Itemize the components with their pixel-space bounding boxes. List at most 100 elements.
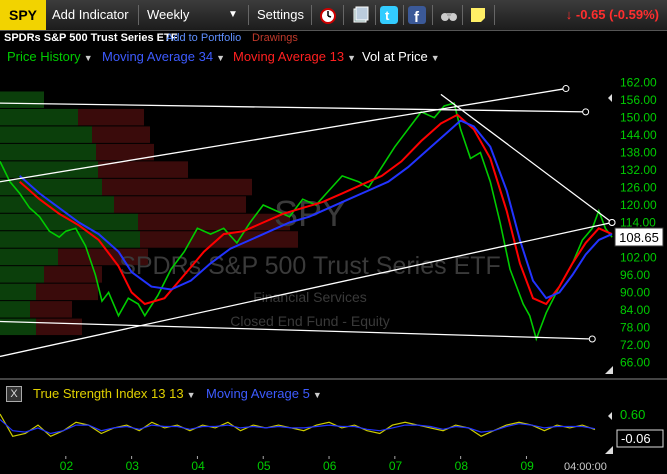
trendlines[interactable] (0, 85, 616, 358)
scroll-up-icon[interactable] (608, 94, 612, 102)
trendline-handle[interactable] (608, 219, 616, 226)
price-chart[interactable]: SPY SPDRs S&P 500 Trust Series ETF Finan… (0, 66, 667, 376)
vap-bar-down (36, 283, 98, 301)
ma34-line (19, 119, 613, 300)
vap-bar-down (96, 143, 154, 161)
legend-ma34[interactable]: Moving Average 34 ▼ (102, 48, 229, 67)
vap-bar-down (102, 178, 252, 196)
vap-bar-up (0, 178, 102, 196)
watermark-name: SPDRs S&P 500 Trust Series ETF (119, 252, 501, 280)
legend-vol-at-price[interactable]: Vol at Price ▼ (362, 48, 444, 67)
trendline[interactable] (0, 221, 613, 358)
legend-ma13-label: Moving Average 13 (233, 49, 345, 64)
chart-legend: Price History ▼ Moving Average 34 ▼ Moving… (0, 48, 667, 66)
dropdown-arrow-icon[interactable]: ▼ (186, 390, 196, 400)
dropdown-arrow-icon[interactable]: ▼ (312, 390, 322, 400)
legend-tsi-ma[interactable]: Moving Average 5 ▼ (206, 385, 326, 404)
vap-bar-up (0, 248, 58, 266)
vap-bar-up (0, 126, 92, 143)
legend-tsi-ma-label: Moving Average 5 (206, 386, 310, 401)
legend-ma34-label: Moving Average 34 (102, 49, 214, 64)
symbol-button[interactable]: SPY (0, 0, 46, 30)
tsi-chart[interactable]: 0.60 -0.06 (0, 403, 667, 455)
toolbar-divider (432, 5, 433, 25)
time-axis-tick: 07 (389, 459, 403, 473)
price-label: 108.65 (614, 227, 664, 247)
toolbar-divider (343, 5, 344, 25)
vap-bar-up (0, 161, 98, 178)
close-panel-button[interactable]: X (6, 386, 22, 402)
twitter-icon[interactable]: t (380, 6, 398, 24)
vap-bar-up (0, 213, 138, 231)
add-indicator-button[interactable]: Add Indicator (52, 7, 129, 22)
chevron-down-icon[interactable]: ▼ (228, 9, 238, 20)
time-axis-tick: 03 (126, 459, 140, 473)
price-axis-tick: 138.00 (620, 146, 657, 160)
resize-corner-icon[interactable] (605, 366, 613, 374)
time-axis-tick: 09 (520, 459, 534, 473)
trendline-handle[interactable] (582, 108, 590, 116)
drawings-link[interactable]: Drawings (252, 32, 298, 44)
vap-bar-up (0, 231, 140, 248)
price-change-value: -0.65 (-0.59%) (575, 7, 659, 22)
alarm-clock-icon[interactable] (319, 6, 337, 24)
toolbar-divider (138, 5, 139, 25)
period-dropdown[interactable]: Weekly (147, 7, 190, 22)
price-axis-tick: 150.00 (620, 111, 657, 125)
sticky-note-icon[interactable] (469, 6, 487, 24)
resize-corner-icon[interactable] (605, 446, 613, 454)
last-price-label: 108.65 (619, 230, 659, 245)
security-header: SPDRs S&P 500 Trust Series ETF Add to Po… (0, 30, 667, 46)
facebook-icon[interactable]: f (408, 6, 426, 24)
legend-tsi-label: True Strength Index 13 13 (33, 386, 184, 401)
indicator-panel-header: X True Strength Index 13 13 ▼ Moving Aver… (0, 385, 667, 403)
tsi-last-value: -0.06 (621, 431, 651, 446)
legend-ma13[interactable]: Moving Average 13 ▼ (233, 48, 360, 67)
dropdown-arrow-icon[interactable]: ▼ (216, 53, 225, 63)
trendline[interactable] (440, 93, 613, 224)
svg-text:f: f (414, 9, 420, 24)
vap-bar-down (44, 266, 102, 283)
price-axis-tick: 90.00 (620, 285, 650, 299)
price-axis-tick: 126.00 (620, 181, 657, 195)
legend-tsi[interactable]: True Strength Index 13 13 ▼ (33, 385, 199, 404)
price-axis-tick: 96.00 (620, 268, 650, 282)
trendline[interactable] (0, 320, 593, 340)
vap-bar-down (36, 318, 82, 336)
time-axis-tick: 04 (191, 459, 205, 473)
trendline[interactable] (0, 102, 586, 113)
ma13-line (19, 113, 613, 306)
price-axis-tick: 84.00 (620, 303, 650, 317)
price-axis-tick: 102.00 (620, 250, 657, 264)
binoculars-icon[interactable] (440, 6, 458, 24)
settings-button[interactable]: Settings (257, 7, 304, 22)
tsi-series (0, 413, 596, 438)
vap-bar-up (0, 301, 30, 318)
price-axis-tick: 114.00 (620, 216, 656, 230)
save-icon[interactable] (352, 6, 370, 24)
vap-bar-down (114, 196, 246, 213)
watermark: SPY SPDRs S&P 500 Trust Series ETF Finan… (119, 193, 501, 329)
time-axis-tick: 02 (60, 459, 74, 473)
trendline[interactable] (0, 87, 567, 183)
price-axis-tick: 132.00 (620, 163, 657, 177)
dropdown-arrow-icon[interactable]: ▼ (430, 53, 440, 63)
time-axis-tick: 08 (455, 459, 469, 473)
time-label: 04:00:00 (564, 461, 607, 473)
trendline-handle[interactable] (588, 335, 596, 343)
tsi-ma-line (0, 419, 596, 435)
panel-divider[interactable] (0, 378, 667, 380)
legend-price-history[interactable]: Price History ▼ (7, 48, 97, 67)
scroll-up-icon[interactable] (608, 412, 612, 420)
tsi-axis-tick: 0.60 (620, 407, 645, 422)
trendline-handle[interactable] (562, 85, 570, 93)
price-axis-tick: 66.00 (620, 355, 650, 369)
vap-bar-up (0, 143, 96, 161)
dropdown-arrow-icon[interactable]: ▼ (347, 53, 356, 63)
vap-bar-down (78, 108, 144, 126)
down-arrow-icon: ↓ (565, 7, 573, 22)
price-axis-tick: 144.00 (620, 128, 657, 142)
vap-bar-down (30, 301, 72, 318)
add-to-portfolio-link[interactable]: Add to Portfolio (166, 32, 242, 44)
dropdown-arrow-icon[interactable]: ▼ (83, 53, 93, 63)
